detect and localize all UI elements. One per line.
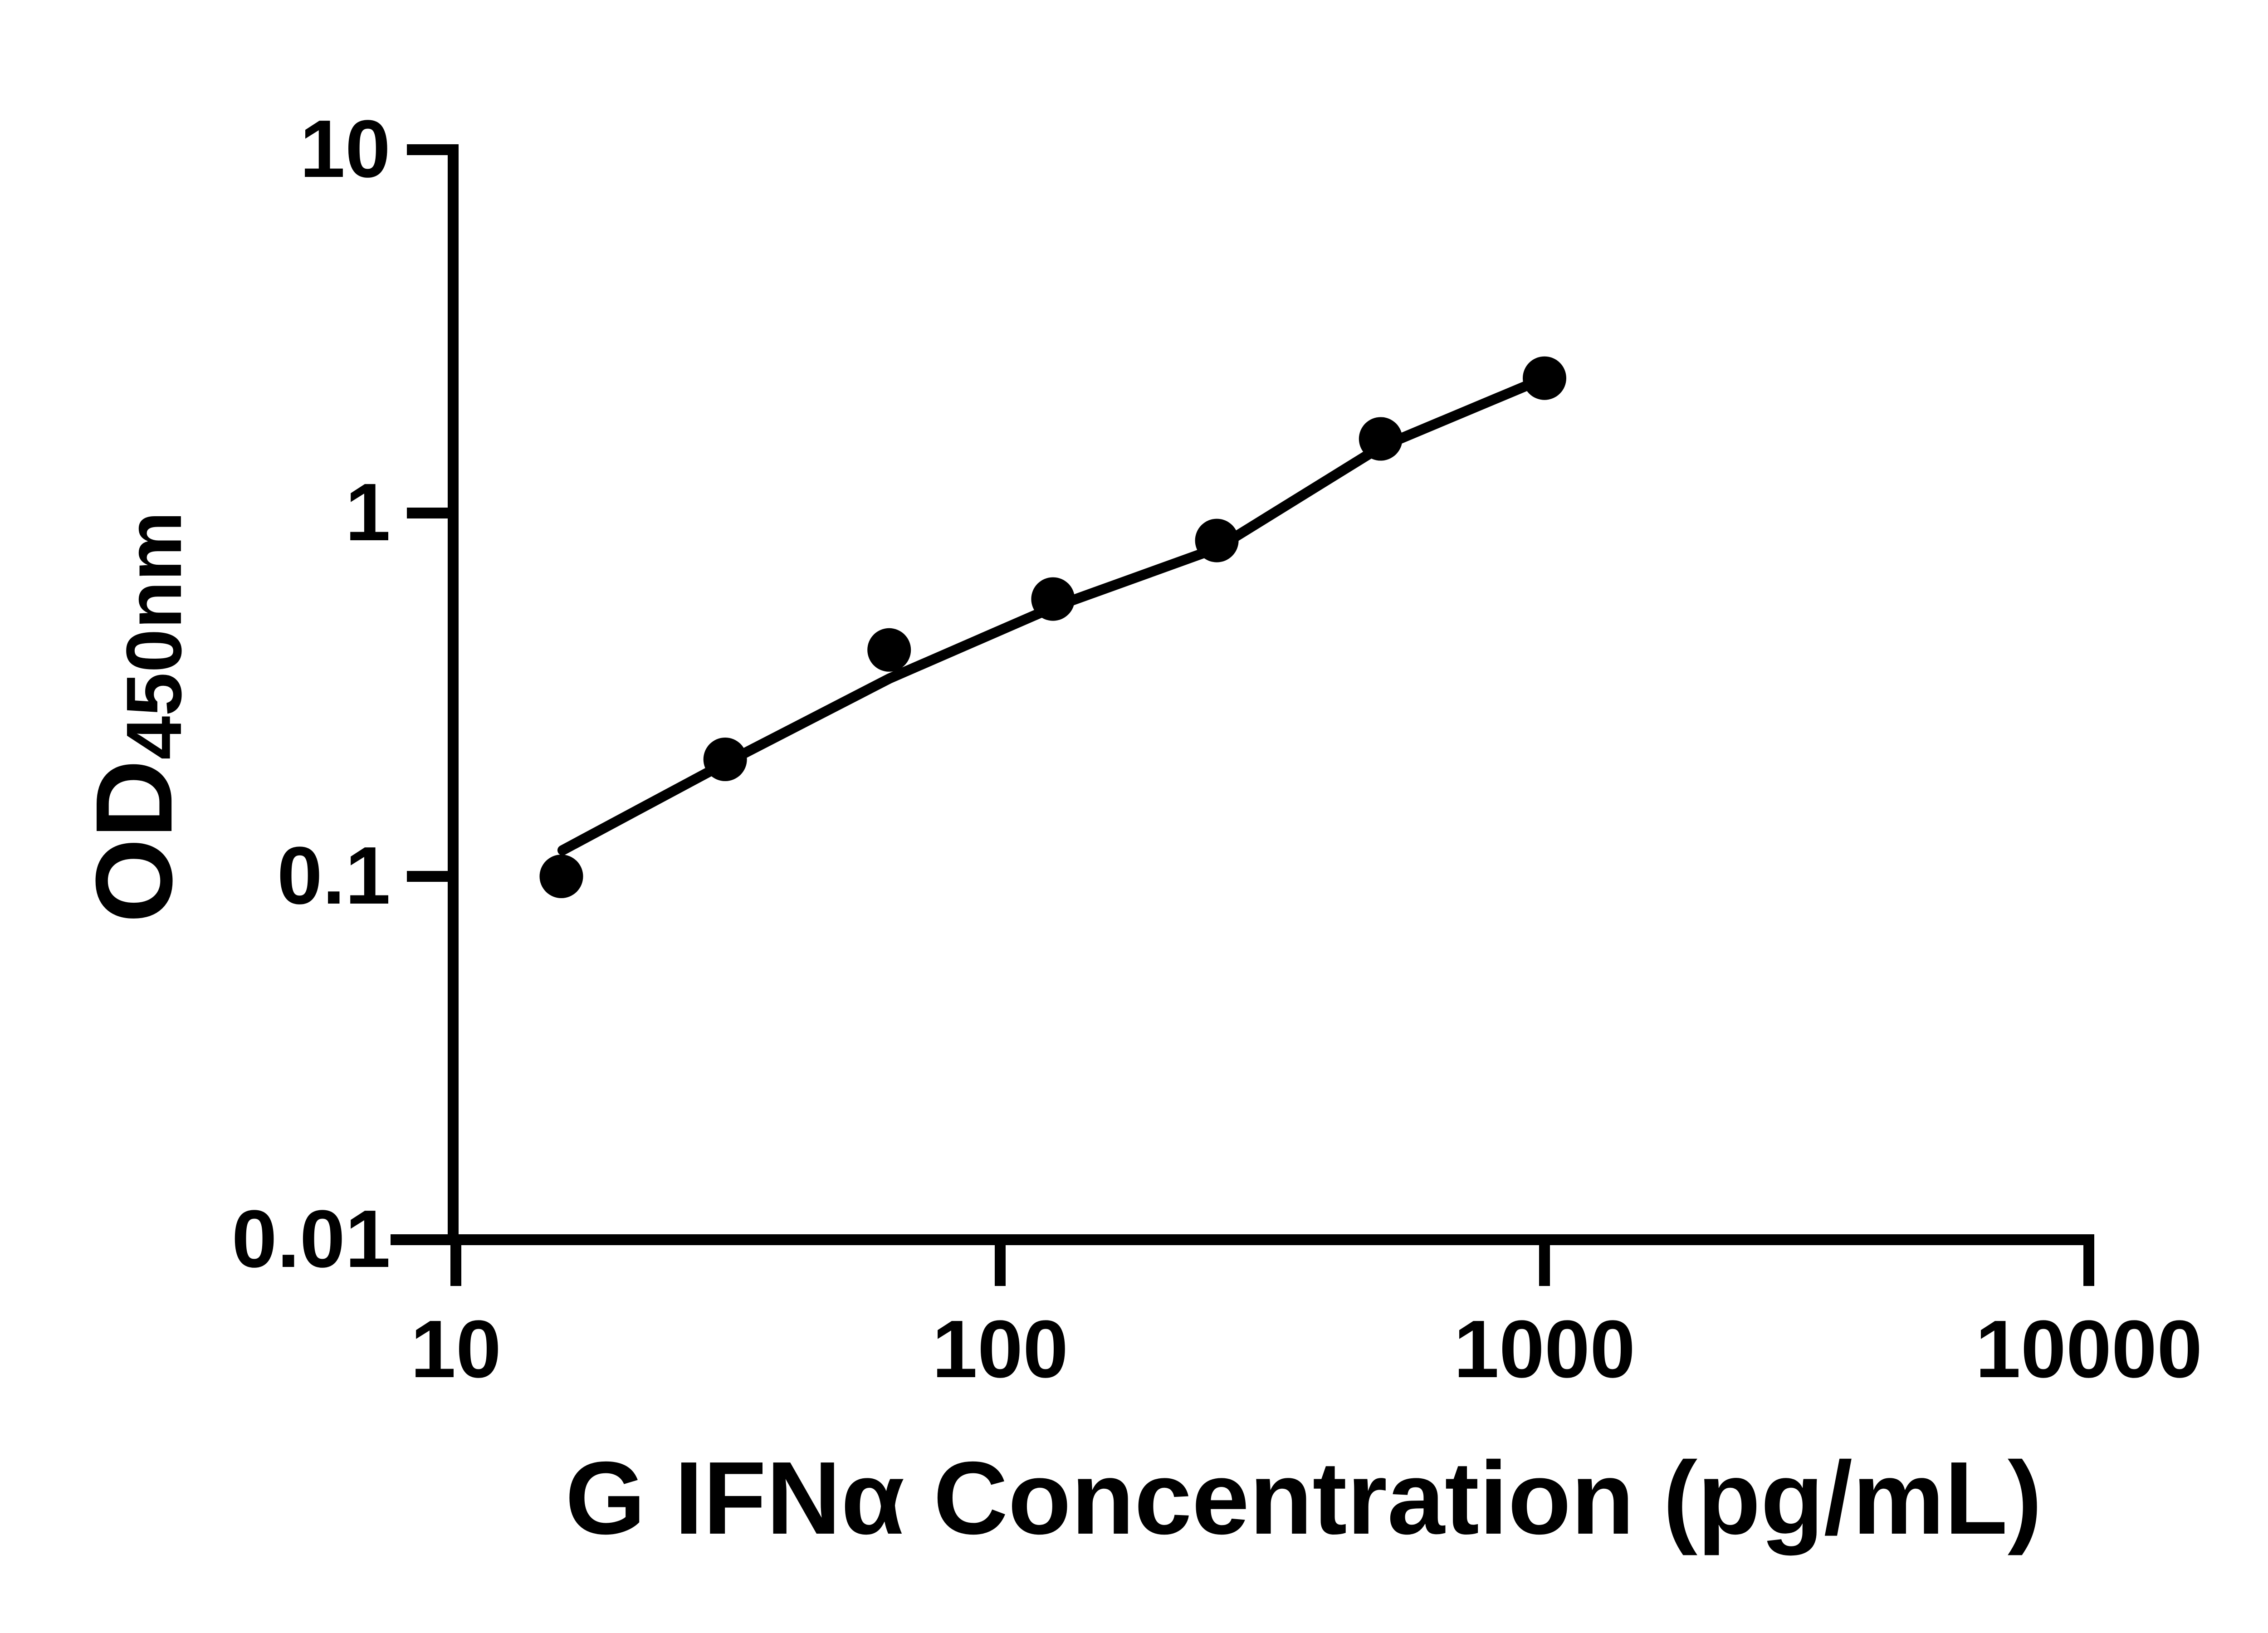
data-point xyxy=(867,628,911,672)
y-tick-label-10: 10 xyxy=(299,103,391,195)
data-point xyxy=(1359,417,1403,461)
y-tick-label-0.1: 0.1 xyxy=(277,830,391,921)
data-point xyxy=(1031,577,1075,621)
data-point xyxy=(703,738,747,781)
x-tick-label-1000: 1000 xyxy=(1453,1304,1636,1395)
y-axis-title-main: OD xyxy=(73,759,195,923)
y-axis-title: OD450nm xyxy=(72,511,200,923)
data-point xyxy=(1523,356,1566,400)
y-tick-label-0.01: 0.01 xyxy=(231,1193,391,1285)
x-tick-label-10000: 10000 xyxy=(1975,1304,2203,1395)
data-point xyxy=(539,855,583,898)
x-tick-label-100: 100 xyxy=(932,1304,1069,1395)
data-point xyxy=(1195,518,1239,562)
x-axis-title: G IFNα Concentration (pg/mL) xyxy=(565,1441,2042,1557)
y-tick-label-1: 1 xyxy=(345,467,391,558)
y-axis-title-subscript: 450nm xyxy=(111,511,199,760)
x-tick-label-10: 10 xyxy=(410,1304,502,1395)
